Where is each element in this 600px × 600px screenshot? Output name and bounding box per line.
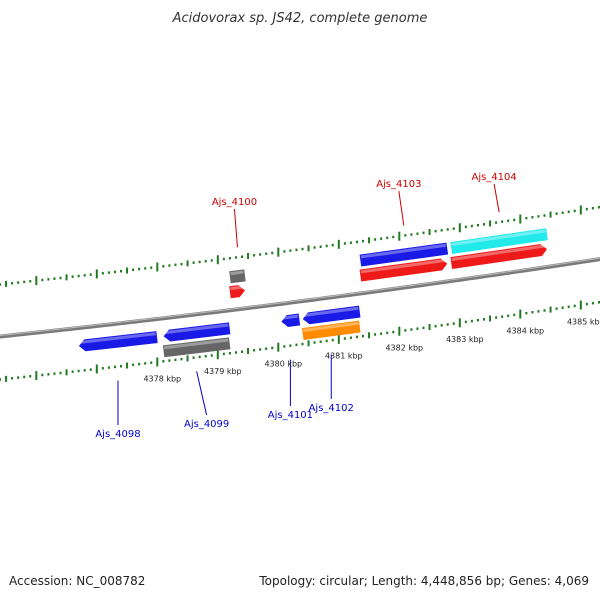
gene-g4101[interactable]: [281, 313, 301, 328]
gene-gloss: [163, 338, 229, 350]
gene-label-g4102[interactable]: Ajs_4102: [309, 403, 354, 414]
gene-label-g4099[interactable]: Ajs_4099: [184, 419, 229, 430]
leader-line: [398, 190, 405, 226]
gene-shape[interactable]: [450, 243, 548, 270]
axis-label: 4383 kbp: [446, 335, 484, 344]
gene-shape[interactable]: [162, 337, 231, 358]
gene-shape[interactable]: [229, 269, 246, 284]
gene-shape[interactable]: [229, 284, 245, 299]
gene-g4104b[interactable]: [450, 228, 548, 255]
gene-shape[interactable]: [359, 242, 449, 267]
genome-summary-text: Topology: circular; Length: 4,448,856 bp…: [259, 574, 589, 588]
accession-text: Accession: NC_008782: [9, 574, 146, 588]
gene-label-g4103[interactable]: Ajs_4103: [376, 179, 421, 190]
gene-gloss: [281, 314, 299, 320]
backbone: [0, 257, 600, 339]
gene-shape[interactable]: [301, 320, 361, 341]
gene-g4100[interactable]: [229, 284, 245, 299]
gene-gloss: [230, 285, 244, 291]
gene-g4103b[interactable]: [359, 242, 449, 267]
map-title: Acidovorax sp. JS42, complete genome: [172, 11, 428, 26]
gene-g4104[interactable]: [450, 243, 548, 270]
gene-gloss: [163, 323, 229, 335]
axis-label: 4381 kbp: [325, 352, 363, 361]
gene-gloss: [451, 244, 546, 261]
leader-line: [493, 183, 500, 213]
gene-label-g4100[interactable]: Ajs_4100: [212, 197, 257, 208]
axis-labels: 4378 kbp 4379 kbp 4380 kbp 4381 kbp 4382 kbp…: [143, 317, 600, 383]
gene-g4098[interactable]: [78, 331, 158, 352]
gene-shape[interactable]: [450, 228, 548, 255]
gene-gloss: [303, 321, 359, 332]
gene-g4102[interactable]: [302, 305, 361, 325]
axis-label: 4379 kbp: [204, 367, 242, 376]
gene-gloss: [79, 332, 156, 344]
gene-gloss: [360, 258, 447, 274]
leader-line: [233, 208, 238, 248]
gene-gloss: [451, 229, 546, 246]
gene-g4099b[interactable]: [162, 337, 231, 358]
gene-g4100b[interactable]: [229, 269, 246, 284]
gene-shape[interactable]: [78, 331, 158, 352]
backbone-line: [0, 257, 600, 339]
gene-shape[interactable]: [359, 258, 449, 282]
backbone-highlight: [0, 257, 600, 337]
gene-gloss: [230, 270, 244, 276]
gene-g4099[interactable]: [163, 322, 231, 342]
axis-label: 4385 kbp: [567, 317, 600, 326]
gene-track: [78, 228, 548, 358]
gene-g4102b[interactable]: [301, 320, 361, 341]
gene-gloss: [303, 306, 359, 317]
tick-track: [0, 205, 600, 382]
gene-g4103[interactable]: [359, 258, 449, 282]
axis-label: 4382 kbp: [385, 344, 423, 353]
gene-labels: Ajs_4098 Ajs_4099 Ajs_4100 Ajs_4101Ajs_4102…: [95, 172, 516, 440]
axis-label: 4384 kbp: [506, 326, 544, 335]
gene-shape[interactable]: [281, 313, 301, 328]
gene-gloss: [360, 243, 447, 259]
gene-label-g4104[interactable]: Ajs_4104: [471, 172, 516, 183]
leader-line: [196, 371, 208, 416]
axis-label: 4380 kbp: [264, 360, 302, 369]
axis-label: 4378 kbp: [143, 374, 181, 383]
gene-label-g4098[interactable]: Ajs_4098: [95, 429, 140, 440]
gene-label-g4101[interactable]: Ajs_4101: [268, 410, 313, 421]
gene-shape[interactable]: [302, 305, 361, 325]
gene-shape[interactable]: [163, 322, 231, 342]
